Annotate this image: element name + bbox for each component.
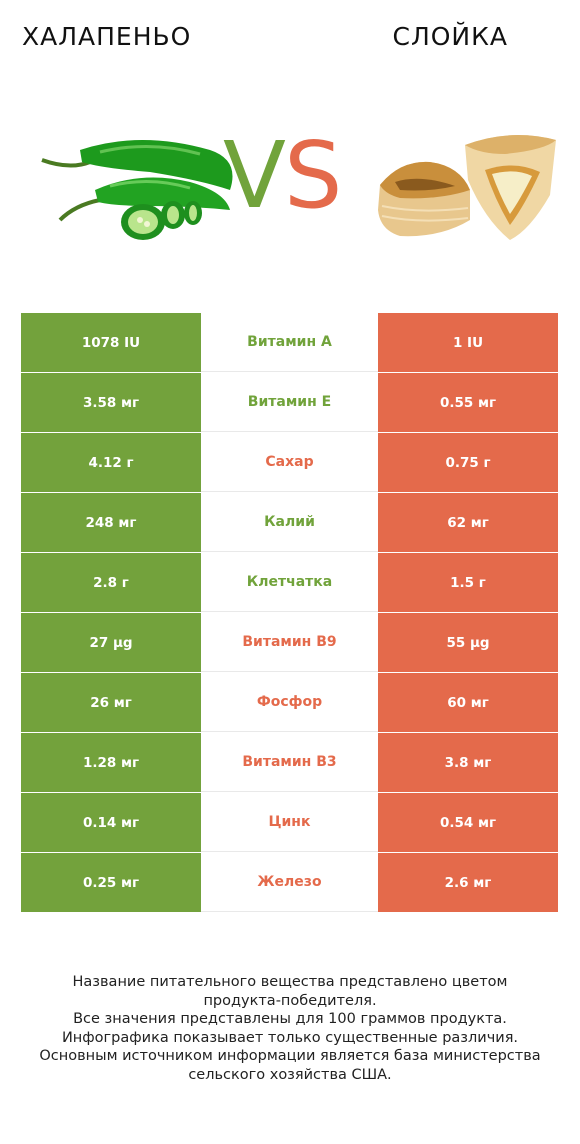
table-row: 27 µg Витамин B9 55 µg bbox=[21, 613, 558, 672]
footer-line: Инфографика показывает только существенн… bbox=[61, 1029, 519, 1046]
right-value: 60 мг bbox=[378, 673, 558, 732]
table-row: 0.14 мг Цинк 0.54 мг bbox=[21, 793, 558, 852]
footer-line: Все значения представлены для 100 граммо… bbox=[73, 1011, 507, 1027]
left-value: 26 мг bbox=[21, 673, 201, 732]
left-value: 0.14 мг bbox=[21, 793, 201, 852]
comparison-table: 1078 IU Витамин A 1 IU 3.58 мг Витамин E… bbox=[21, 313, 558, 913]
nutrient-name: Цинк bbox=[201, 793, 378, 852]
left-value: 27 µg bbox=[21, 613, 201, 672]
table-row: 1.28 мг Витамин B3 3.8 мг bbox=[21, 733, 558, 792]
right-value: 0.75 г bbox=[378, 433, 558, 492]
right-value: 1 IU bbox=[378, 313, 558, 372]
nutrient-name: Витамин B3 bbox=[201, 733, 378, 792]
table-row: 248 мг Калий 62 мг bbox=[21, 493, 558, 552]
versus-v: V bbox=[223, 122, 286, 229]
table-row: 2.8 г Клетчатка 1.5 г bbox=[21, 553, 558, 612]
right-value: 62 мг bbox=[378, 493, 558, 552]
nutrient-name: Железо bbox=[201, 853, 378, 912]
left-value: 2.8 г bbox=[21, 553, 201, 612]
table-row: 0.25 мг Железо 2.6 мг bbox=[21, 853, 558, 912]
table-row: 3.58 мг Витамин E 0.55 мг bbox=[21, 373, 558, 432]
nutrient-name: Калий bbox=[201, 493, 378, 552]
nutrient-name: Сахар bbox=[201, 433, 378, 492]
right-product-title: СЛОЙКА bbox=[392, 22, 508, 51]
puff-pastry-image bbox=[378, 135, 556, 240]
left-value: 1078 IU bbox=[21, 313, 201, 372]
table-row: 26 мг Фосфор 60 мг bbox=[21, 673, 558, 732]
versus-label: VS bbox=[223, 130, 342, 222]
hero-images bbox=[41, 135, 556, 240]
right-value: 55 µg bbox=[378, 613, 558, 672]
footer-line: Основным источником информации является … bbox=[39, 1048, 541, 1064]
nutrient-name: Фосфор bbox=[201, 673, 378, 732]
right-value: 3.8 мг bbox=[378, 733, 558, 792]
footer-line: сельского хозяйства США. bbox=[188, 1066, 392, 1083]
left-value: 248 мг bbox=[21, 493, 201, 552]
nutrient-name: Витамин A bbox=[201, 313, 378, 372]
table-row: 4.12 г Сахар 0.75 г bbox=[21, 433, 558, 492]
right-value: 1.5 г bbox=[378, 553, 558, 612]
footer-note: Название питательного вещества представл… bbox=[20, 973, 560, 1084]
table-row: 1078 IU Витамин A 1 IU bbox=[21, 313, 558, 372]
versus-s: S bbox=[283, 122, 342, 229]
left-product-title: ХАЛАПЕНЬО bbox=[22, 22, 192, 51]
nutrient-name: Клетчатка bbox=[201, 553, 378, 612]
footer-line: Название питательного вещества представл… bbox=[72, 974, 508, 990]
left-value: 1.28 мг bbox=[21, 733, 201, 792]
right-value: 0.54 мг bbox=[378, 793, 558, 852]
left-value: 4.12 г bbox=[21, 433, 201, 492]
nutrient-name: Витамин E bbox=[201, 373, 378, 432]
right-value: 2.6 мг bbox=[378, 853, 558, 912]
jalapeno-peppers-image bbox=[41, 140, 233, 240]
footer-line: продукта-победителя. bbox=[203, 992, 377, 1009]
left-value: 0.25 мг bbox=[21, 853, 201, 912]
right-value: 0.55 мг bbox=[378, 373, 558, 432]
nutrient-name: Витамин B9 bbox=[201, 613, 378, 672]
left-value: 3.58 мг bbox=[21, 373, 201, 432]
